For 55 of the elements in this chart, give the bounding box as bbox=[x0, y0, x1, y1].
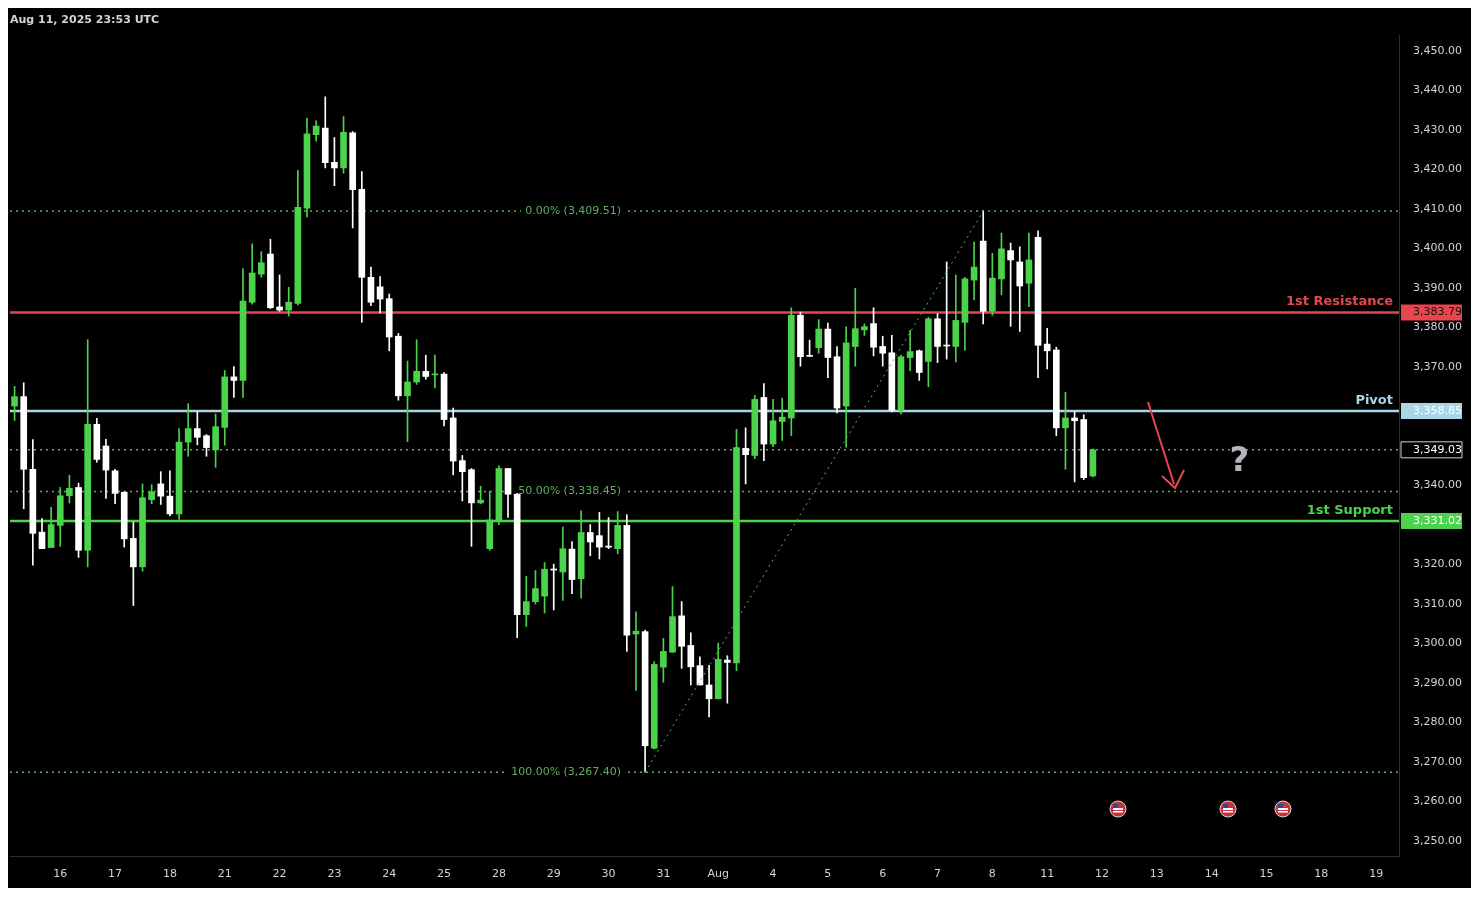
x-tick-label: 4 bbox=[769, 867, 777, 881]
x-tick-label: 29 bbox=[546, 867, 561, 881]
x-tick-label: 17 bbox=[108, 867, 123, 881]
y-tick-label: 3,380.00 bbox=[1413, 320, 1462, 334]
x-tick-label: 18 bbox=[162, 867, 177, 881]
x-tick-label: 22 bbox=[272, 867, 287, 881]
y-tick-label: 3,430.00 bbox=[1413, 122, 1462, 136]
x-tick-label: 14 bbox=[1204, 867, 1219, 881]
ref-line-label: 1st Resistance bbox=[1285, 293, 1394, 309]
y-tick-label: 3,260.00 bbox=[1413, 794, 1462, 808]
y-tick-label: 3,420.00 bbox=[1413, 162, 1462, 176]
x-tick-label: 21 bbox=[217, 867, 232, 881]
x-tick-label: 7 bbox=[934, 867, 942, 881]
x-tick-label: 13 bbox=[1149, 867, 1164, 881]
x-tick-label: 15 bbox=[1259, 867, 1274, 881]
y-tick-label: 3,440.00 bbox=[1413, 83, 1462, 97]
y-tick-label: 3,331.02 bbox=[1413, 513, 1462, 527]
y-tick-label: 3,390.00 bbox=[1413, 280, 1462, 294]
x-tick-label: 24 bbox=[382, 867, 397, 881]
x-tick-label: 11 bbox=[1040, 867, 1055, 881]
chart-title: Aug 11, 2025 23:53 UTC bbox=[10, 13, 160, 27]
x-tick-label: 12 bbox=[1095, 867, 1110, 881]
x-tick-label: 28 bbox=[491, 867, 506, 881]
y-tick-label: 3,300.00 bbox=[1413, 636, 1462, 650]
y-tick-label: 3,310.00 bbox=[1413, 596, 1462, 610]
y-tick-label: 3,400.00 bbox=[1413, 241, 1462, 255]
ref-line-label: Pivot bbox=[1355, 391, 1393, 407]
x-tick-label: 18 bbox=[1314, 867, 1329, 881]
y-tick-label: 3,340.00 bbox=[1413, 478, 1462, 492]
ref-line-label: 100.00% (3,267.40) bbox=[511, 765, 622, 779]
x-tick-label: 25 bbox=[437, 867, 452, 881]
y-tick-label: 3,349.03 bbox=[1413, 442, 1462, 456]
y-tick-label: 3,320.00 bbox=[1413, 557, 1462, 571]
y-tick-label: 3,270.00 bbox=[1413, 754, 1462, 768]
x-tick-label: 31 bbox=[656, 867, 671, 881]
y-tick-label: 3,370.00 bbox=[1413, 359, 1462, 373]
y-tick-label: 3,250.00 bbox=[1413, 833, 1462, 847]
y-tick-label: 3,290.00 bbox=[1413, 675, 1462, 689]
y-tick-label: 3,383.79 bbox=[1413, 305, 1462, 319]
x-tick-label: 16 bbox=[53, 867, 68, 881]
x-tick-label: 23 bbox=[327, 867, 342, 881]
x-tick-label: 19 bbox=[1369, 867, 1384, 881]
y-tick-label: 3,280.00 bbox=[1413, 715, 1462, 729]
x-tick-label: 8 bbox=[988, 867, 996, 881]
y-tick-label: 3,410.00 bbox=[1413, 201, 1462, 215]
y-tick-label: 3,358.85 bbox=[1413, 403, 1462, 417]
x-tick-label: 30 bbox=[601, 867, 616, 881]
annotation: ? bbox=[1229, 439, 1250, 480]
ref-line-label: 50.00% (3,338.45) bbox=[518, 484, 622, 498]
y-tick-label: 3,450.00 bbox=[1413, 43, 1462, 57]
ref-line-label: 1st Support bbox=[1306, 501, 1393, 517]
x-tick-label: Aug bbox=[707, 867, 729, 881]
x-tick-label: 6 bbox=[879, 867, 887, 881]
ref-line-label: 0.00% (3,409.51) bbox=[525, 203, 622, 217]
x-tick-label: 5 bbox=[824, 867, 832, 881]
